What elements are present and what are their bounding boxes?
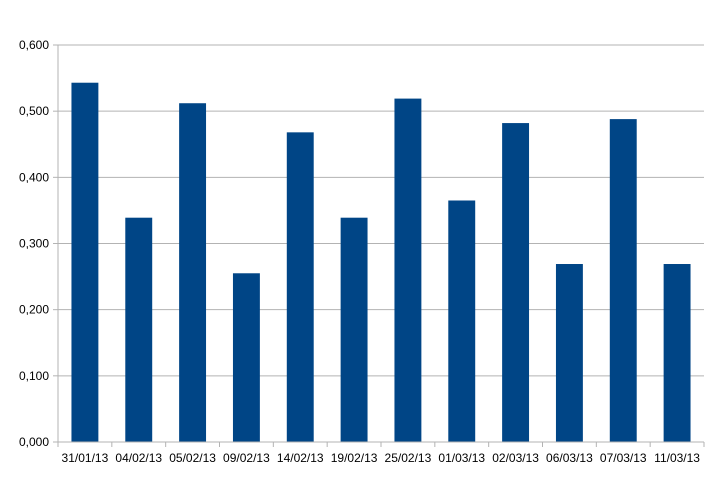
x-tick-label: 01/03/13 bbox=[438, 451, 485, 465]
bar-31/01/13 bbox=[71, 82, 99, 442]
y-tick-label: 0,100 bbox=[19, 369, 49, 383]
x-tick-labels: 31/01/13 04/02/13 05/02/13 09/02/13 14/02/13… bbox=[62, 451, 701, 465]
x-tick-label: 11/03/13 bbox=[654, 451, 700, 465]
x-tick-label: 07/03/13 bbox=[600, 451, 647, 465]
y-tick-label: 0,200 bbox=[19, 303, 49, 317]
bar-06/03/13 bbox=[555, 264, 583, 442]
x-tick-label: 14/02/13 bbox=[277, 451, 324, 465]
x-tick-label: 05/02/13 bbox=[169, 451, 216, 465]
bar-14/02/13 bbox=[286, 132, 314, 442]
x-tick-label: 09/02/13 bbox=[223, 451, 270, 465]
x-tick-label: 25/02/13 bbox=[385, 451, 432, 465]
x-tick-label: 31/01/13 bbox=[62, 451, 109, 465]
bar-09/02/13 bbox=[232, 273, 260, 442]
y-tick-label: 0,300 bbox=[19, 237, 49, 251]
bar-02/03/13 bbox=[502, 123, 530, 443]
bar-04/02/13 bbox=[125, 217, 153, 442]
bar-19/02/13 bbox=[340, 217, 368, 442]
x-tick-label: 06/03/13 bbox=[546, 451, 593, 465]
bar-05/02/13 bbox=[179, 103, 207, 442]
x-tick-label: 02/03/13 bbox=[492, 451, 539, 465]
x-tick-label: 19/02/13 bbox=[331, 451, 378, 465]
y-tick-label: 0,000 bbox=[19, 435, 49, 449]
bar-01/03/13 bbox=[448, 200, 476, 442]
bar-11/03/13 bbox=[663, 264, 691, 442]
bar-07/03/13 bbox=[609, 119, 637, 443]
bars bbox=[71, 82, 691, 443]
gridlines bbox=[53, 44, 705, 447]
y-tick-label: 0,500 bbox=[19, 104, 49, 118]
y-tick-label: 0,400 bbox=[19, 170, 49, 184]
bar-25/02/13 bbox=[394, 98, 422, 442]
x-tick-label: 04/02/13 bbox=[115, 451, 162, 465]
y-tick-labels: 0,000 0,100 0,200 0,300 0,400 0,500 0,600 bbox=[19, 38, 49, 449]
y-tick-label: 0,600 bbox=[19, 38, 49, 52]
